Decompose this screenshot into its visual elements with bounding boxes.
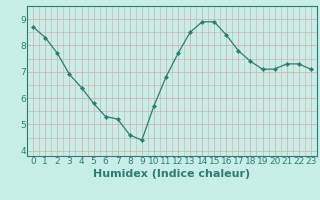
X-axis label: Humidex (Indice chaleur): Humidex (Indice chaleur): [93, 169, 251, 179]
